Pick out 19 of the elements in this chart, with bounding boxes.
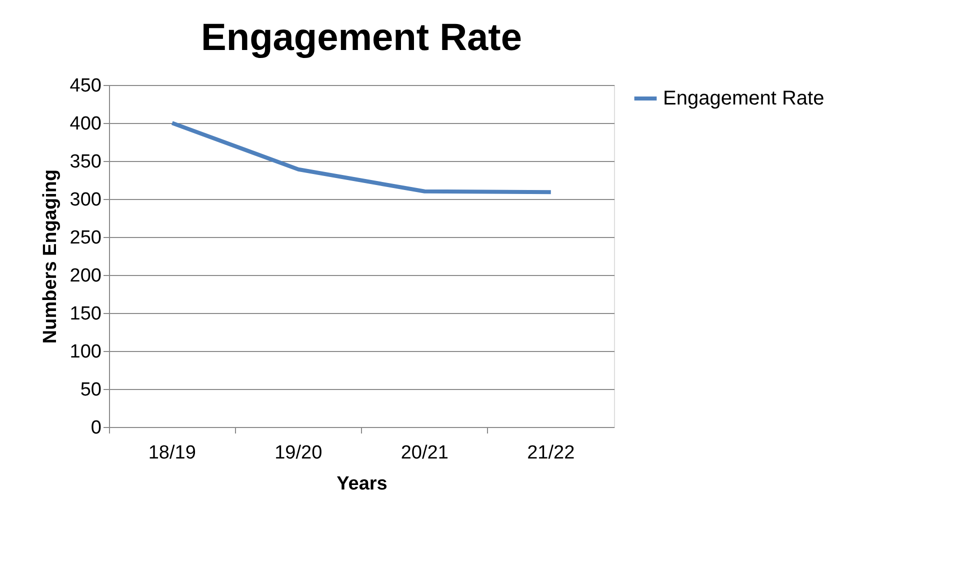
x-axis-title: Years — [336, 474, 388, 494]
y-tick-label: 200 — [70, 266, 102, 286]
chart-title: Engagement Rate — [201, 17, 522, 59]
y-tick-label: 150 — [70, 304, 102, 324]
line-series — [170, 121, 553, 194]
y-tick-label: 100 — [70, 342, 102, 362]
y-tick-label: 250 — [70, 228, 102, 248]
legend-label: Engagement Rate — [663, 88, 824, 110]
y-tick-label: 450 — [70, 76, 102, 96]
x-tick-label: 18/19 — [148, 442, 196, 464]
y-tick-label: 50 — [80, 380, 102, 400]
x-tick-label: 20/21 — [400, 442, 448, 464]
x-tick-label: 21/22 — [527, 442, 575, 464]
y-tick-label: 350 — [70, 152, 102, 172]
y-tick-label: 300 — [70, 190, 102, 210]
y-tick-label: 400 — [70, 114, 102, 134]
x-tick-label: 19/20 — [274, 442, 322, 464]
y-tick-label: 0 — [90, 418, 102, 438]
y-axis-title: Numbers Engaging — [40, 169, 61, 344]
